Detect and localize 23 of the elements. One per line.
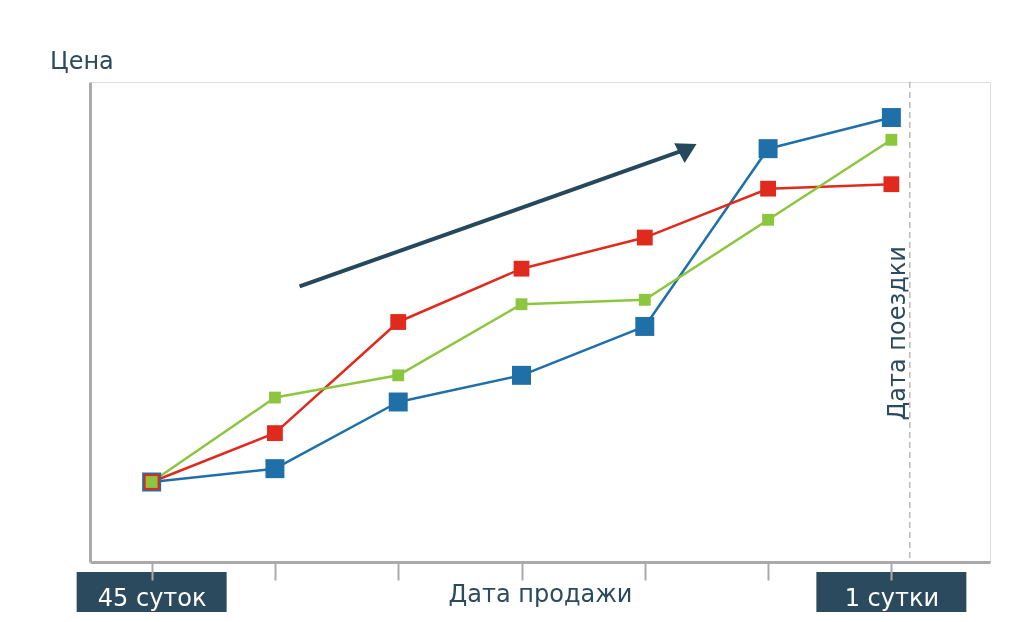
- point: [635, 316, 655, 336]
- point: [392, 369, 405, 382]
- point: [515, 298, 528, 311]
- point: [512, 365, 531, 385]
- x-tick-label: 1 сутки: [844, 583, 940, 612]
- point: [388, 392, 408, 412]
- point: [885, 133, 898, 146]
- point: [758, 139, 778, 159]
- point: [269, 391, 281, 404]
- point: [267, 425, 283, 442]
- y-axis-title: Цена: [50, 47, 114, 75]
- point: [760, 180, 776, 197]
- point: [513, 260, 530, 277]
- point: [265, 459, 285, 479]
- point: [883, 176, 900, 193]
- point: [638, 293, 651, 306]
- point: [762, 213, 774, 226]
- x-tick-label: 45 суток: [97, 583, 207, 612]
- x-axis-title: Дата продажи: [448, 579, 633, 608]
- annotation: Дата поездки: [882, 246, 911, 421]
- point: [881, 108, 901, 128]
- point: [636, 229, 653, 246]
- point: [390, 314, 407, 330]
